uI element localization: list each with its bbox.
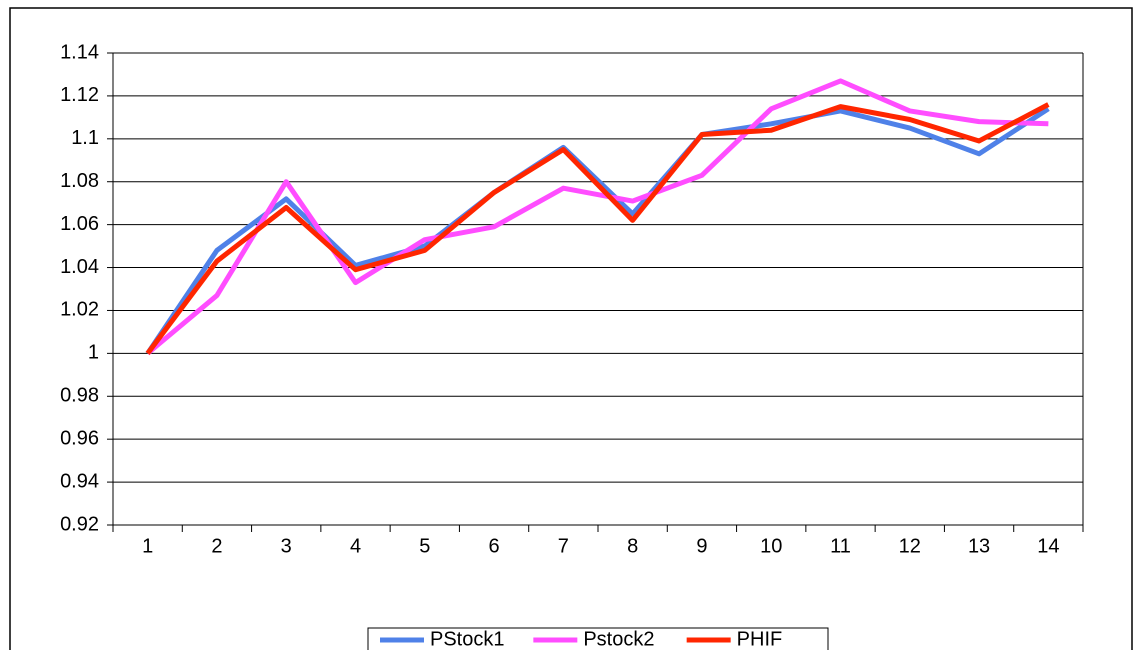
x-tick-label: 4 xyxy=(350,535,361,557)
y-tick-label: 1.1 xyxy=(71,127,99,149)
x-tick-label: 9 xyxy=(696,535,707,557)
line-series xyxy=(145,106,1050,355)
y-tick-label: 0.96 xyxy=(60,427,99,449)
x-tick-label: 14 xyxy=(1037,535,1059,557)
y-tick-label: 1 xyxy=(88,342,99,364)
legend-box xyxy=(367,627,829,650)
x-tick-label: 7 xyxy=(558,535,569,557)
x-tick-label: 13 xyxy=(968,535,990,557)
legend-label: PStock1 xyxy=(430,628,504,650)
x-tick-label: 11 xyxy=(830,535,851,557)
legend-label: Pstock2 xyxy=(583,628,654,650)
y-tick-label: 0.98 xyxy=(60,385,99,407)
y-tick-label: 0.92 xyxy=(60,513,99,535)
y-tick-label: 1.12 xyxy=(60,84,99,106)
x-tick-label: 3 xyxy=(281,535,292,557)
legend-label: PHIF xyxy=(737,628,783,650)
x-tick-label: 6 xyxy=(489,535,500,557)
y-tick-label: 1.14 xyxy=(60,41,99,63)
x-tick-label: 10 xyxy=(760,535,782,557)
y-tick-label: 0.94 xyxy=(60,470,99,492)
x-tick-label: 2 xyxy=(211,535,222,557)
y-tick-label: 1.04 xyxy=(60,256,99,278)
line-series xyxy=(146,78,1049,356)
y-tick-label: 1.06 xyxy=(60,213,99,235)
x-tick-label: 8 xyxy=(627,535,638,557)
x-tick-label: 12 xyxy=(899,535,921,557)
y-tick-label: 1.02 xyxy=(60,299,99,321)
x-tick-label: 5 xyxy=(419,535,430,557)
x-tick-label: 1 xyxy=(142,535,153,557)
line-series xyxy=(145,102,1050,355)
y-tick-label: 1.08 xyxy=(60,170,99,192)
